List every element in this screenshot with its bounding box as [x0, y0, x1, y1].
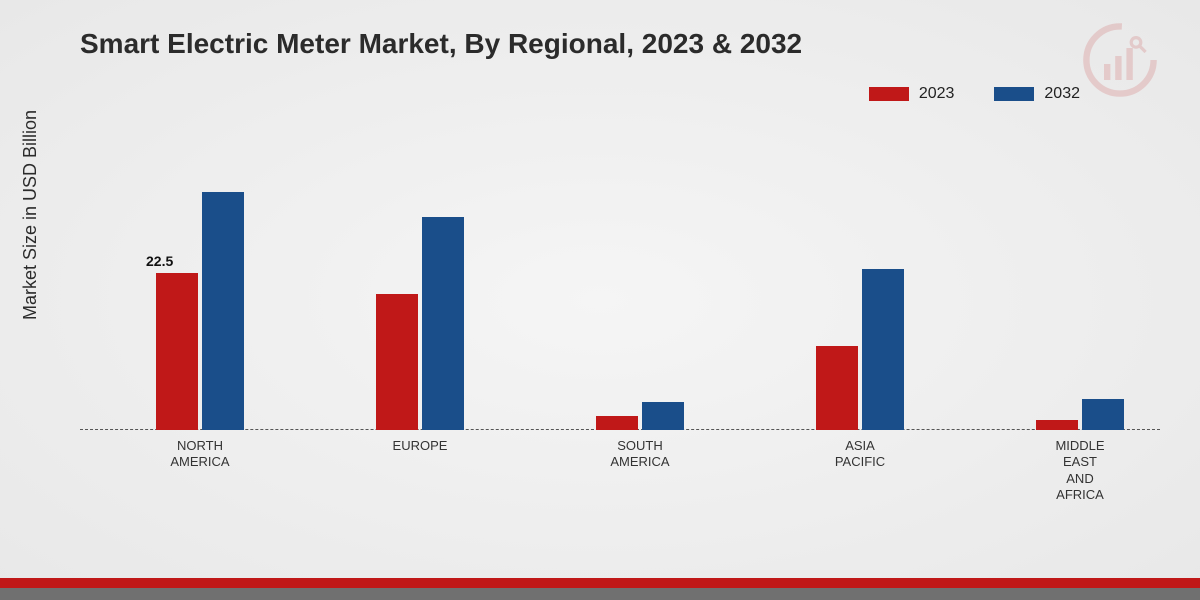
x-tick-label: EUROPE	[350, 438, 490, 454]
bar	[816, 346, 858, 430]
x-tick-label: MIDDLE EAST AND AFRICA	[1010, 438, 1150, 503]
bar	[376, 294, 418, 431]
bar	[1082, 399, 1124, 431]
plot-area: 22.5	[80, 150, 1160, 430]
bar	[202, 192, 244, 430]
legend-swatch-2032	[994, 87, 1034, 101]
legend-item-2032: 2032	[994, 85, 1080, 103]
legend-item-2023: 2023	[869, 85, 955, 103]
chart-title: Smart Electric Meter Market, By Regional…	[80, 28, 802, 60]
brand-logo-icon	[1080, 20, 1160, 100]
x-tick-label: ASIA PACIFIC	[790, 438, 930, 471]
legend-swatch-2023	[869, 87, 909, 101]
legend-label-2032: 2032	[1044, 85, 1080, 103]
bar	[156, 273, 198, 431]
legend-label-2023: 2023	[919, 85, 955, 103]
bar	[642, 402, 684, 430]
legend: 2023 2032	[869, 85, 1080, 103]
x-tick-label: SOUTH AMERICA	[570, 438, 710, 471]
footer-bar-grey	[0, 588, 1200, 600]
x-axis-labels: NORTH AMERICA EUROPE SOUTH AMERICA ASIA PAC…	[80, 438, 1160, 518]
bar-group: 22.5	[140, 192, 260, 430]
x-tick-label: NORTH AMERICA	[130, 438, 270, 471]
y-axis-label: Market Size in USD Billion	[20, 110, 41, 320]
bar	[1036, 420, 1078, 431]
bar-group	[1020, 399, 1140, 431]
bar-group	[360, 217, 480, 431]
bar	[862, 269, 904, 430]
bar-group	[580, 402, 700, 430]
bar-value-label: 22.5	[146, 253, 173, 269]
bar	[596, 416, 638, 430]
footer-bar-red	[0, 578, 1200, 588]
bar	[422, 217, 464, 431]
bar-group	[800, 269, 920, 430]
